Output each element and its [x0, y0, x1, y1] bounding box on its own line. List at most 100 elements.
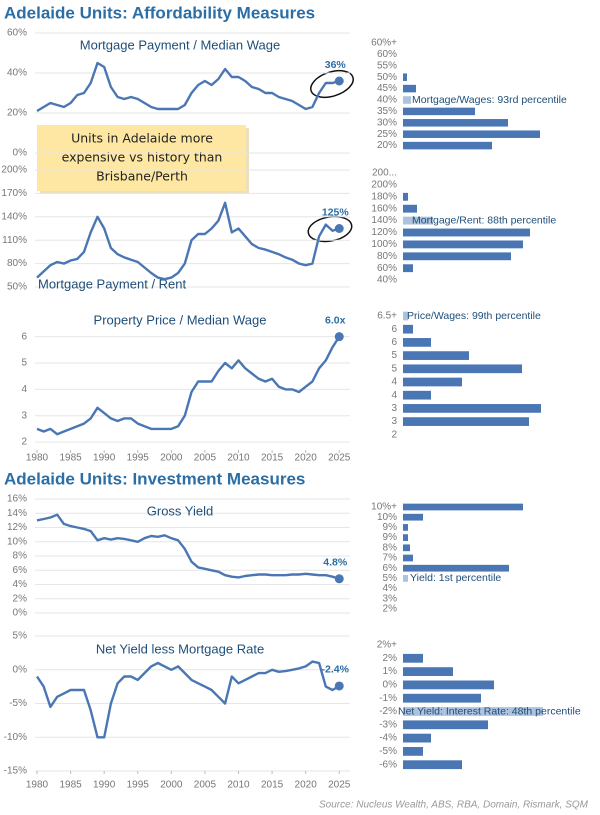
y-tick-label: 2% [13, 593, 28, 604]
category-label: 45% [377, 83, 397, 94]
bar [403, 503, 523, 511]
y-tick-label: 5% [13, 631, 28, 642]
category-label: 5 [391, 350, 397, 361]
category-label: 7% [383, 553, 398, 564]
category-label: 4 [391, 377, 397, 388]
bar [403, 311, 408, 321]
category-label: 3% [383, 593, 398, 604]
category-label: 6% [383, 563, 398, 574]
chart-title: Property Price / Median Wage [94, 312, 267, 327]
bar [403, 575, 408, 582]
x-tick-label: 2025 [328, 453, 351, 464]
chart-title: Net Yield less Mortgage Rate [96, 641, 264, 656]
y-tick-label: 12% [7, 522, 27, 533]
x-tick-label: 2000 [160, 780, 183, 791]
section-heading: Adelaide Units: Affordability Measures [4, 3, 315, 22]
end-point [334, 76, 344, 86]
x-tick-label: 2020 [295, 780, 318, 791]
category-label: 100% [371, 239, 397, 250]
category-label: 200% [371, 180, 397, 191]
chart-title: Gross Yield [147, 503, 213, 518]
category-label: 35% [377, 106, 397, 117]
y-tick-label: 40% [7, 68, 27, 79]
category-label: 3 [391, 403, 397, 414]
percentile-label: Yield: 1st percentile [410, 572, 501, 584]
series-line [36, 61, 340, 113]
y-tick-label: 3 [21, 410, 27, 421]
category-label: -1% [379, 693, 397, 704]
category-label: 60% [377, 49, 397, 60]
chart-title: Mortgage Payment / Rent [38, 276, 187, 291]
category-label: 200... [372, 168, 397, 179]
bar [403, 667, 453, 676]
bar [403, 554, 413, 562]
y-tick-label: 10% [7, 536, 27, 547]
category-label: 80% [377, 251, 397, 262]
bar [403, 240, 523, 249]
bar [403, 364, 522, 374]
chart-title: Mortgage Payment / Median Wage [80, 37, 280, 52]
bar [403, 720, 488, 730]
x-tick-label: 1990 [93, 453, 116, 464]
x-tick-label: 2025 [328, 780, 351, 791]
percentile-label: Mortgage/Wages: 93rd percentile [412, 94, 567, 106]
series-line [36, 660, 340, 739]
y-tick-label: 6% [13, 565, 28, 576]
y-tick-label: -15% [4, 766, 27, 777]
end-label: 4.8% [323, 557, 348, 569]
category-label: 10%+ [371, 502, 397, 513]
bar [403, 228, 530, 237]
category-label: 60% [377, 263, 397, 274]
bar [403, 544, 410, 552]
y-tick-label: 4% [13, 579, 28, 590]
end-point [334, 224, 344, 233]
bar [403, 351, 469, 360]
bar [403, 130, 540, 138]
category-label: 140% [371, 215, 397, 226]
y-tick-label: 0% [13, 664, 28, 675]
y-tick-label: 20% [7, 108, 27, 119]
x-tick-label: 2015 [261, 453, 284, 464]
end-label: 6.0x [325, 314, 346, 326]
bar [403, 513, 423, 521]
category-label: 6.5+ [377, 311, 397, 322]
bar [403, 96, 411, 104]
y-tick-label: 200% [1, 165, 27, 176]
y-tick-label: 8% [13, 551, 28, 562]
x-tick-label: 1995 [127, 780, 150, 791]
bar [403, 693, 481, 703]
category-label: 5 [391, 363, 397, 374]
category-label: 10% [377, 512, 397, 523]
x-tick-label: 2000 [160, 453, 183, 464]
category-label: 55% [377, 60, 397, 71]
y-tick-label: 16% [7, 494, 27, 505]
x-tick-label: 1990 [93, 780, 116, 791]
bar [403, 324, 413, 334]
bar [403, 84, 416, 93]
category-label: 3 [391, 416, 397, 427]
category-label: 25% [377, 129, 397, 140]
category-label: 4 [391, 390, 397, 401]
x-tick-label: 2005 [194, 780, 217, 791]
bar [403, 252, 511, 261]
bar [403, 73, 407, 81]
bar [403, 192, 408, 201]
category-label: -6% [379, 759, 397, 770]
category-label: 40% [377, 275, 397, 286]
category-label: -3% [379, 719, 397, 730]
y-tick-label: 0% [13, 148, 28, 159]
y-tick-label: 50% [7, 282, 27, 293]
bar [403, 564, 509, 572]
y-tick-label: 4 [21, 384, 27, 395]
category-label: 9% [383, 522, 398, 533]
x-tick-label: 2015 [261, 780, 284, 791]
y-tick-label: 80% [7, 258, 27, 269]
y-tick-label: 0% [13, 608, 28, 619]
sticky-note: Units in Adelaide more expensive vs hist… [37, 125, 249, 194]
end-point [334, 681, 344, 691]
x-tick-label: 1980 [26, 453, 49, 464]
category-label: -4% [379, 733, 397, 744]
bar [403, 404, 541, 413]
bar [403, 760, 462, 770]
